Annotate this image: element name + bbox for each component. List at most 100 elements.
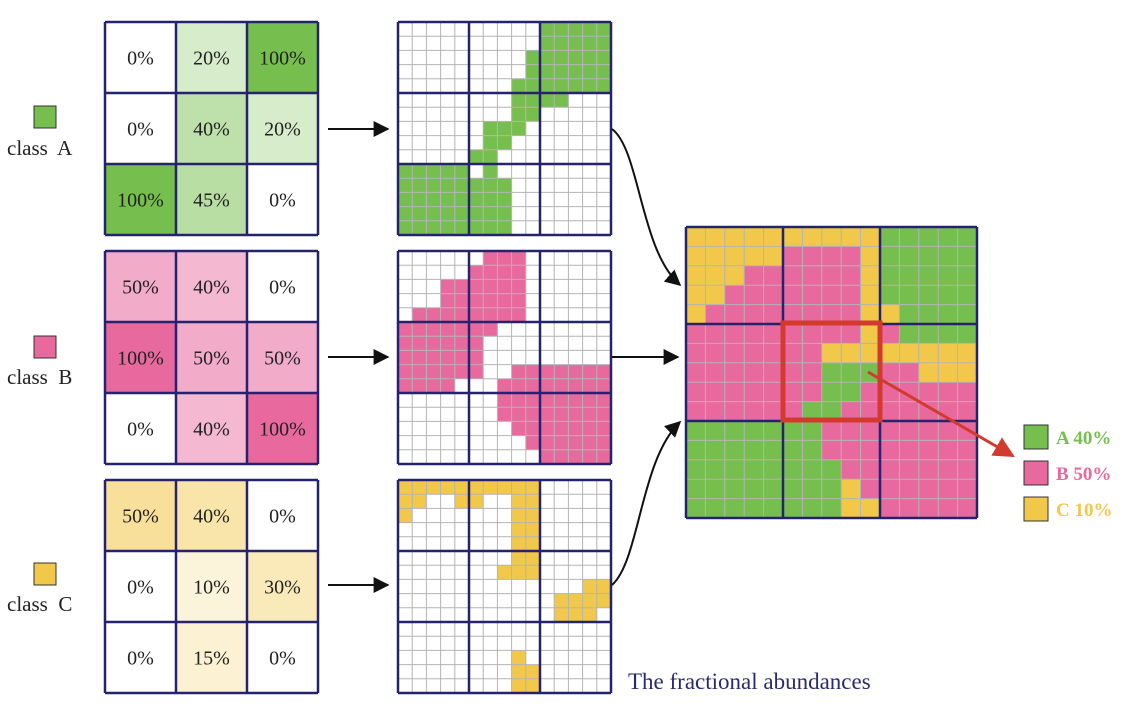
class-b-subpixel xyxy=(454,293,469,308)
combined-subpixel xyxy=(763,440,783,460)
combined-subpixel xyxy=(686,285,706,305)
class-b-subpixel xyxy=(554,449,569,464)
class-c-fraction-cell xyxy=(247,480,318,551)
class-a-subpixel xyxy=(412,178,427,193)
class-a-swatch xyxy=(33,105,57,129)
class-b-subpixel xyxy=(540,407,555,422)
combined-subpixel xyxy=(918,362,939,383)
class-c-subpixel xyxy=(497,565,512,580)
combined-subpixel xyxy=(899,227,919,247)
class-b-subpixel xyxy=(483,293,498,308)
class-c-subpixel xyxy=(525,551,540,566)
class-b-subpixel xyxy=(440,364,455,379)
class-b-fraction-cell xyxy=(105,393,176,464)
combined-abundance-map xyxy=(684,225,979,520)
class-c-subpixel xyxy=(568,607,583,622)
class-c-subpixel xyxy=(454,494,469,509)
combined-subpixel xyxy=(724,498,745,518)
class-b-swatch xyxy=(33,335,57,359)
combined-subpixel xyxy=(821,227,842,247)
combined-subpixel xyxy=(724,401,745,421)
combined-subpixel xyxy=(860,498,880,518)
arrow-c-to-combined xyxy=(611,420,682,586)
class-a-subpixel xyxy=(540,78,555,93)
class-b-subpixel xyxy=(582,449,597,464)
legend-c-swatch xyxy=(1023,496,1049,522)
class-a-fraction-label: 0% xyxy=(127,48,154,70)
class-c-subpixel-grid xyxy=(396,478,613,695)
class-b-subpixel xyxy=(554,421,569,436)
combined-subpixel xyxy=(705,265,725,286)
combined-subpixel xyxy=(938,362,958,383)
combined-subpixel xyxy=(880,304,900,324)
figure-caption: The fractional abundances xyxy=(628,669,871,694)
combined-subpixel xyxy=(724,440,745,460)
combined-subpixel xyxy=(802,227,822,247)
combined-subpixel xyxy=(802,382,822,402)
class-a-subpixel xyxy=(398,220,413,235)
class-a-subpixel xyxy=(582,36,597,51)
combined-subpixel xyxy=(783,227,803,247)
class-c-subpixel xyxy=(511,551,526,566)
class-b-subpixel xyxy=(568,378,583,393)
combined-subpixel xyxy=(686,246,706,266)
class-c-subpixel xyxy=(511,508,526,523)
combined-subpixel xyxy=(918,324,939,344)
combined-subpixel xyxy=(957,343,977,363)
combined-subpixel xyxy=(724,343,745,363)
class-b-subpixel xyxy=(483,251,498,266)
combined-subpixel xyxy=(880,246,900,266)
highlight-arrow xyxy=(867,370,1015,458)
class-a-subpixel xyxy=(497,121,512,136)
class-b-subpixel xyxy=(511,407,526,422)
class-a-subpixel xyxy=(469,206,484,221)
class-b-fraction-cell xyxy=(176,251,247,322)
combined-subpixel xyxy=(763,285,783,305)
class-a-subpixel xyxy=(525,107,540,122)
class-a-subpixel xyxy=(469,192,484,207)
class-b-subpixel xyxy=(568,393,583,408)
combined-subpixel xyxy=(957,479,977,499)
combined-subpixel xyxy=(860,285,880,305)
class-a-subpixel xyxy=(398,206,413,221)
combined-subpixel xyxy=(899,498,919,518)
combined-subpixel xyxy=(744,459,764,480)
combined-subpixel xyxy=(957,401,977,421)
class-b-subpixel xyxy=(440,307,455,322)
class-b-fraction-label: 100% xyxy=(259,419,306,441)
combined-subpixel xyxy=(899,382,919,402)
class-a-subpixel xyxy=(426,206,441,221)
class-b-subpixel xyxy=(568,449,583,464)
class-a-subpixel xyxy=(440,178,455,193)
class-b-subpixel xyxy=(540,393,555,408)
combined-subpixel xyxy=(705,324,725,344)
class-b-subpixel xyxy=(497,279,512,294)
class-c-fraction-label: 40% xyxy=(193,506,230,528)
class-b-subpixel xyxy=(454,322,469,337)
combined-subpixel xyxy=(841,343,861,363)
combined-subpixel xyxy=(705,285,725,305)
class-a-subpixel xyxy=(568,64,583,79)
class-b-fraction-label: 50% xyxy=(193,348,230,370)
class-c-subpixel xyxy=(511,494,526,509)
class-c-subpixel xyxy=(440,480,455,495)
combined-subpixel xyxy=(841,401,861,421)
combined-subpixel xyxy=(763,498,783,518)
class-b-row: class B 50% 40% 0% 100% 50% 50% 0% 40% 100% xyxy=(7,249,613,466)
combined-subpixel xyxy=(686,498,706,518)
class-a-subpixel xyxy=(568,78,583,93)
combined-subpixel xyxy=(899,246,919,266)
class-a-fraction-label: 40% xyxy=(193,119,230,141)
class-a-subpixel xyxy=(398,164,413,179)
class-a-subpixel xyxy=(582,50,597,65)
combined-subpixel xyxy=(783,285,803,305)
combined-subpixel xyxy=(686,440,706,460)
class-b-subpixel xyxy=(483,322,498,337)
combined-subpixel xyxy=(841,421,861,441)
class-b-fraction-cell xyxy=(247,322,318,393)
combined-subpixel xyxy=(880,421,900,441)
class-c-subpixel xyxy=(398,494,413,509)
class-a-subpixel xyxy=(554,93,569,108)
combined-subpixel xyxy=(918,401,939,421)
class-b-fraction-grid: 50% 40% 0% 100% 50% 50% 0% 40% 100% xyxy=(103,249,320,466)
